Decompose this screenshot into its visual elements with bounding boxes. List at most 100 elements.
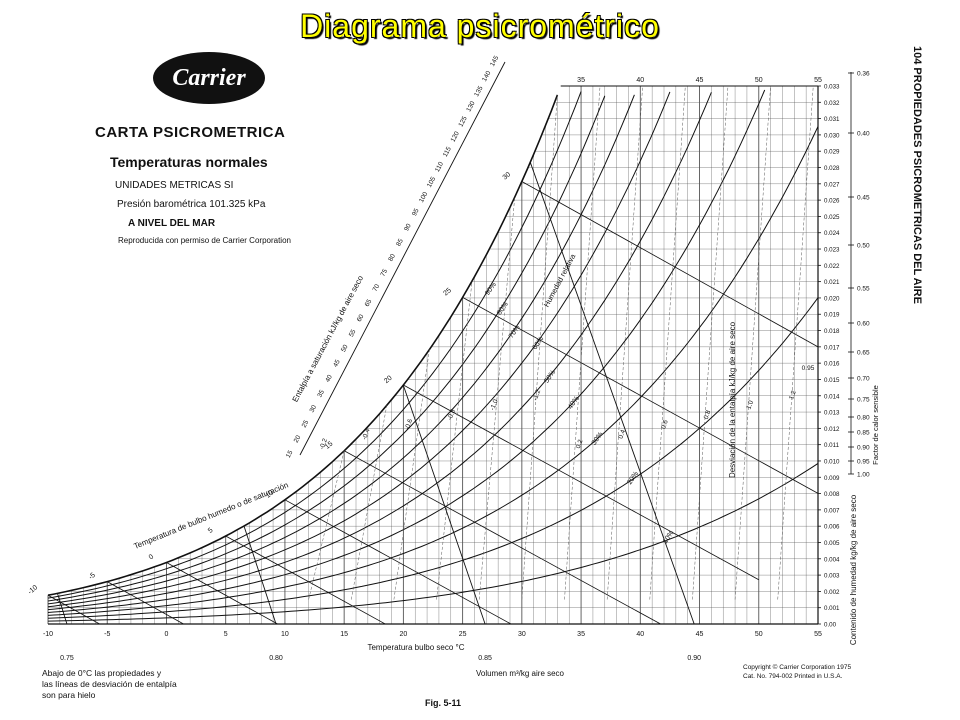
volume-tick: 0.85	[478, 655, 492, 662]
y-tick-label: 0.026	[824, 198, 840, 205]
wet-bulb-line	[521, 181, 819, 348]
copyright-line: Copyright © Carrier Corporation 1975	[743, 664, 852, 671]
y-tick-label: 0.031	[824, 116, 840, 123]
y-tick-label: 0.032	[824, 100, 840, 107]
enthalpy-deviation-line	[521, 94, 558, 600]
y-tick-label: 0.010	[824, 458, 840, 465]
permission-label: Reproducida con permiso de Carrier Corpo…	[118, 236, 291, 245]
y-tick-label: 0.014	[824, 393, 840, 400]
rh-curve-saturación	[47, 94, 559, 596]
x-tick-label: 15	[340, 631, 348, 638]
enthalpy-scale	[299, 61, 506, 456]
wet-bulb-tick: -10	[27, 584, 39, 596]
shf-marker-label: 0.95	[802, 365, 815, 372]
enthalpy-tick: 110	[434, 161, 445, 174]
enthalpy-tick: 15	[285, 449, 295, 459]
volume-line	[529, 162, 695, 625]
wet-bulb-tick: 25	[442, 287, 453, 297]
enthalpy-deviation-tick: -0.8	[447, 408, 458, 421]
footnote-line: las líneas de desviación de entalpía	[42, 679, 177, 689]
enthalpy-deviation-tick: 0.8	[703, 409, 713, 420]
shf-tick-label: 1.00	[857, 472, 870, 479]
rh-curve-90%	[47, 91, 582, 599]
enthalpy-deviation-tick: 0.6	[660, 419, 670, 430]
y-tick-label: 0.017	[824, 344, 840, 351]
x-top-tick-label: 40	[636, 77, 644, 84]
y-tick-label: 0.012	[824, 426, 840, 433]
x-top-tick-label: 50	[755, 77, 763, 84]
x-tick-label: 20	[399, 631, 407, 638]
wet-bulb-line	[107, 581, 184, 625]
wet-bulb-tick: 10	[265, 489, 276, 499]
volume-tick: 0.90	[687, 655, 701, 662]
enthalpy-deviation-tick: 1.0	[745, 399, 755, 410]
y-tick-label: 0.001	[824, 605, 840, 612]
y-tick-label: 0.025	[824, 214, 840, 221]
enthalpy-tick: 70	[372, 283, 382, 293]
enthalpy-deviation-line	[564, 85, 601, 600]
volume-tick: 0.80	[269, 655, 283, 662]
shf-tick-label: 0.40	[857, 131, 870, 138]
wet-bulb-line	[462, 297, 819, 494]
y-tick-label: 0.002	[824, 589, 840, 596]
enthalpy-deviation-tick: -0.2	[319, 437, 330, 450]
x-tick-label: 45	[696, 631, 704, 638]
carrier-logo: Carrier	[153, 52, 265, 104]
y-tick-label: 0.006	[824, 524, 840, 531]
x-tick-label: 35	[577, 631, 585, 638]
shf-tick-label: 0.75	[857, 397, 870, 404]
y-tick-label: 0.023	[824, 247, 840, 254]
volume-line	[243, 525, 277, 625]
y-tick-label: 0.021	[824, 279, 840, 286]
enthalpy-tick: 115	[442, 145, 453, 158]
sea-level-label: A NIVEL DEL MAR	[128, 218, 216, 229]
y-tick-label: 0.009	[824, 475, 840, 482]
enthalpy-tick: 125	[457, 115, 468, 128]
shf-tick-label: 0.60	[857, 321, 870, 328]
enthalpy-deviation-line	[692, 85, 729, 600]
rh-curve-30%	[47, 126, 819, 616]
enthalpy-tick: 55	[348, 328, 358, 338]
enthalpy-deviation-tick: -1.2	[532, 388, 543, 401]
x-tick-label: -5	[104, 631, 110, 638]
y-tick-label: 0.029	[824, 149, 840, 156]
volume-axis-label: Volumen m³/kg aire seco	[476, 669, 565, 678]
x-tick-label: -10	[43, 631, 53, 638]
enthalpy-deviation-line	[308, 450, 345, 600]
enthalpy-deviation-tick: -0.6	[404, 418, 415, 431]
copyright-line: Cat. No. 794-002 Printed in U.S.A.	[743, 673, 843, 680]
rh-curve-50%	[47, 92, 712, 611]
wet-bulb-line	[47, 594, 100, 625]
shf-tick-label: 0.95	[857, 459, 870, 466]
shf-tick-label: 0.55	[857, 286, 870, 293]
y-tick-label: 0.004	[824, 556, 840, 563]
footnote-line: Abajo de 0°C las propiedades y	[42, 668, 162, 678]
y-tick-label: 0.020	[824, 295, 840, 302]
figure-label: Fig. 5-11	[425, 698, 462, 708]
y-tick-label: 0.008	[824, 491, 840, 498]
rh-curve-80%	[47, 95, 606, 602]
y-tick-label: 0.016	[824, 361, 840, 368]
enthalpy-tick: 45	[332, 358, 342, 368]
y-tick-label: 0.007	[824, 507, 840, 514]
enthalpy-deviation-line	[649, 85, 686, 600]
y-tick-label: 0.028	[824, 165, 840, 172]
x-top-tick-label: 55	[814, 77, 822, 84]
x-tick-label: 50	[755, 631, 763, 638]
wet-bulb-line	[166, 562, 278, 625]
enthalpy-deviation-line	[734, 85, 771, 600]
y-tick-label: 0.005	[824, 540, 840, 547]
enthalpy-tick: 40	[324, 374, 334, 384]
enthalpy-tick: 140	[481, 70, 492, 83]
shf-tick-label: 0.70	[857, 376, 870, 383]
enthalpy-tick: 65	[364, 298, 374, 308]
y-tick-label: 0.024	[824, 230, 840, 237]
x-top-tick-label: 45	[696, 77, 704, 84]
y-tick-label: 0.003	[824, 573, 840, 580]
y-tick-label: 0.018	[824, 328, 840, 335]
enthalpy-tick: 120	[450, 130, 461, 143]
units-label: UNIDADES METRICAS SI	[115, 180, 234, 191]
pressure-label: Presión barométrica 101.325 kPa	[117, 199, 266, 210]
enthalpy-deviation-line	[606, 85, 643, 600]
x-axis-label: Temperatura bulbo seco °C	[367, 643, 464, 652]
